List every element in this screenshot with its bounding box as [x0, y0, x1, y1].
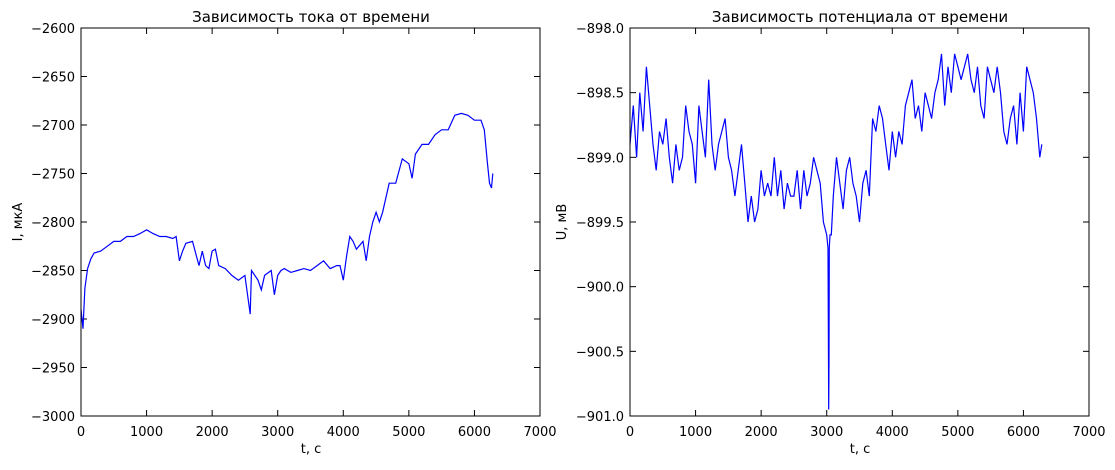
current-chart-ylabel: I, мкА — [11, 203, 26, 242]
potential-ytick-label: −900.5 — [576, 345, 624, 360]
potential-xtick-label: 5000 — [941, 425, 974, 440]
potential-xtick-label: 6000 — [1007, 425, 1040, 440]
current-ytick-label: −2700 — [31, 119, 75, 134]
potential-chart-frame — [629, 27, 1090, 417]
current-chart-frame — [80, 27, 541, 417]
potential-chart-ylabel: U, мВ — [555, 204, 570, 241]
potential-ytick-label: −899.0 — [576, 151, 624, 166]
current-series-line — [80, 112, 494, 329]
potential-series-line — [629, 53, 1043, 410]
current-xtick-label: 2000 — [196, 425, 229, 440]
current-chart-xlabel: t, с — [301, 442, 322, 457]
current-ytick-label: −2950 — [31, 362, 75, 377]
potential-chart-title: Зависимость потенциала от времени — [712, 8, 1008, 26]
potential-xtick-label: 4000 — [876, 425, 909, 440]
potential-chart: Зависимость потенциала от времени t, с U… — [555, 8, 1106, 457]
current-chart-ticks: 0 1000 2000 3000 4000 5000 6000 7000 −2600 −2650 −… — [31, 22, 557, 440]
current-xtick-label: 7000 — [523, 425, 556, 440]
current-chart-title: Зависимость тока от времени — [192, 8, 430, 26]
current-ytick-label: −2850 — [31, 265, 75, 280]
current-ytick-label: −2600 — [31, 22, 75, 37]
potential-xtick-label: 1000 — [679, 425, 712, 440]
current-ytick-label: −2750 — [31, 168, 75, 183]
current-ytick-label: −2650 — [31, 71, 75, 86]
potential-xtick-label: 7000 — [1072, 425, 1105, 440]
current-xtick-label: 0 — [77, 425, 85, 440]
potential-ytick-label: −898.5 — [576, 87, 624, 102]
current-xtick-label: 6000 — [458, 425, 491, 440]
current-ytick-label: −2900 — [31, 313, 75, 328]
potential-chart-xlabel: t, с — [850, 442, 871, 457]
current-xtick-label: 3000 — [261, 425, 294, 440]
potential-ytick-label: −899.5 — [576, 216, 624, 231]
potential-ytick-label: −901.0 — [576, 410, 624, 425]
potential-ytick-label: −898.0 — [576, 22, 624, 37]
potential-xtick-label: 2000 — [745, 425, 778, 440]
potential-xtick-label: 3000 — [810, 425, 843, 440]
current-chart: Зависимость тока от времени t, с I, мкА … — [11, 8, 557, 457]
potential-chart-ticks: 0 1000 2000 3000 4000 5000 6000 7000 −898.0 −898.… — [576, 22, 1106, 440]
potential-ytick-label: −900.0 — [576, 281, 624, 296]
current-ytick-label: −2800 — [31, 216, 75, 231]
potential-xtick-label: 0 — [626, 425, 634, 440]
current-ytick-label: −3000 — [31, 410, 75, 425]
current-xtick-label: 5000 — [392, 425, 425, 440]
current-xtick-label: 1000 — [130, 425, 163, 440]
current-xtick-label: 4000 — [327, 425, 360, 440]
